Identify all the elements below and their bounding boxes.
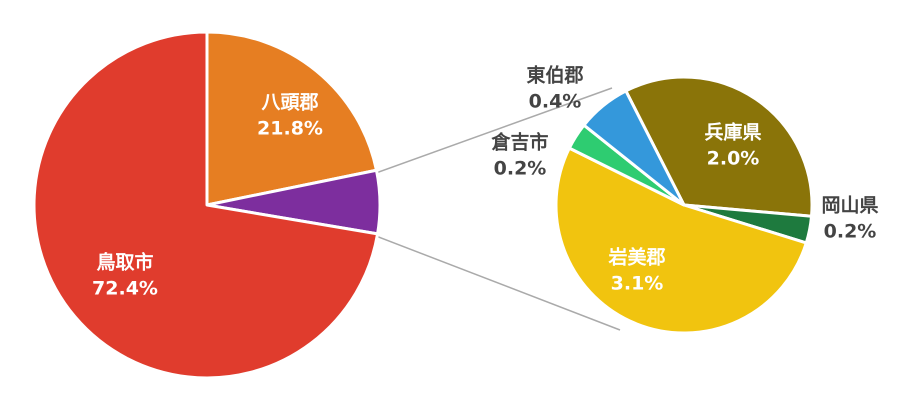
slice-category-label: 兵庫県 xyxy=(704,121,761,144)
slice-value-label: 0.2% xyxy=(494,158,547,180)
pie-slice xyxy=(32,30,380,380)
slice-value-label: 72.4% xyxy=(92,278,158,300)
slice-value-label: 3.1% xyxy=(611,273,664,295)
slice-category-label: 東伯郡 xyxy=(526,64,583,87)
slice-value-label: 2.0% xyxy=(707,148,760,170)
slice-category-label: 岡山県 xyxy=(821,195,878,217)
pie-slice xyxy=(582,89,686,207)
connector-line xyxy=(375,235,621,331)
slice-value-label: 0.2% xyxy=(824,221,877,243)
pie-slice xyxy=(554,146,808,335)
pie-slice xyxy=(205,30,378,207)
slice-value-label: 0.4% xyxy=(529,91,582,113)
slice-category-label: 鳥取市 xyxy=(96,251,153,274)
slice-category-label: 倉吉市 xyxy=(490,131,548,154)
slice-value-label: 21.8% xyxy=(257,118,323,140)
slice-category-label: 岩美郡 xyxy=(607,246,665,269)
slice-category-label: 八頭郡 xyxy=(261,92,318,114)
connector-line xyxy=(375,87,613,174)
